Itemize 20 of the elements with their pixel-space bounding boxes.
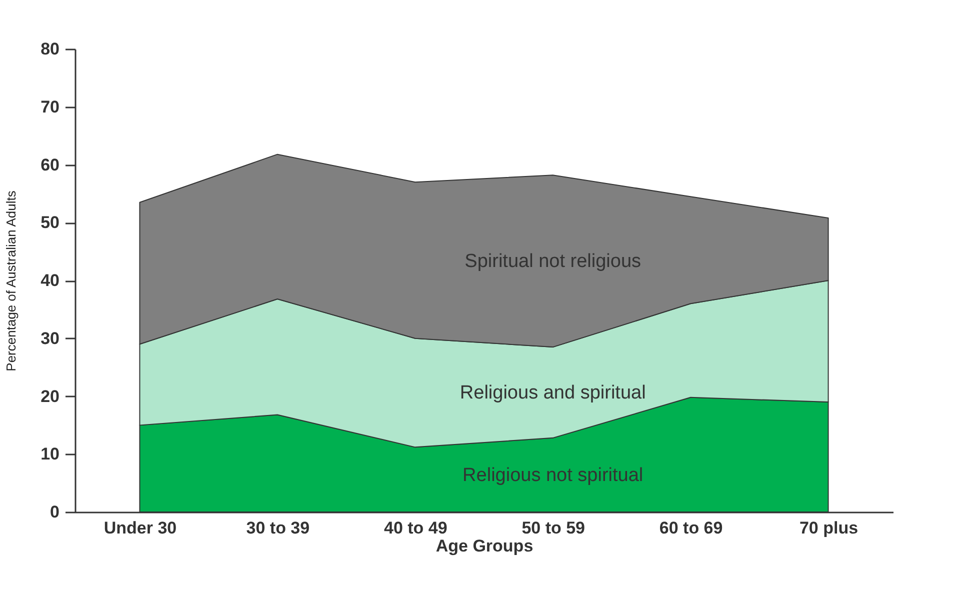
y-tick-label: 80 [40,40,60,58]
y-tick-label: 40 [40,271,60,290]
y-tick-label: 0 [50,502,60,522]
x-tick-label: 70 plus [799,518,858,538]
x-axis-title: Age Groups [436,536,534,556]
y-tick-label: 10 [40,444,60,464]
y-tick-label: 30 [40,328,60,348]
y-tick-label: 70 [40,97,60,116]
x-tick-label: 60 to 69 [659,518,723,538]
series-label: Spiritual not religious [464,251,642,272]
series-label: Religious not spiritual [462,464,644,486]
x-tick-label: 30 to 39 [246,518,310,538]
y-tick-label: 50 [40,213,60,232]
y-tick-label: 60 [40,155,60,174]
series-label: Religious and spiritual [460,382,646,404]
x-tick-label: Under 30 [104,518,177,538]
x-tick-label: 40 to 49 [384,518,448,538]
y-axis-title: Percentage of Australian Adults [4,190,19,372]
y-tick-label: 20 [40,386,60,406]
x-tick-label: 50 to 59 [522,518,586,538]
